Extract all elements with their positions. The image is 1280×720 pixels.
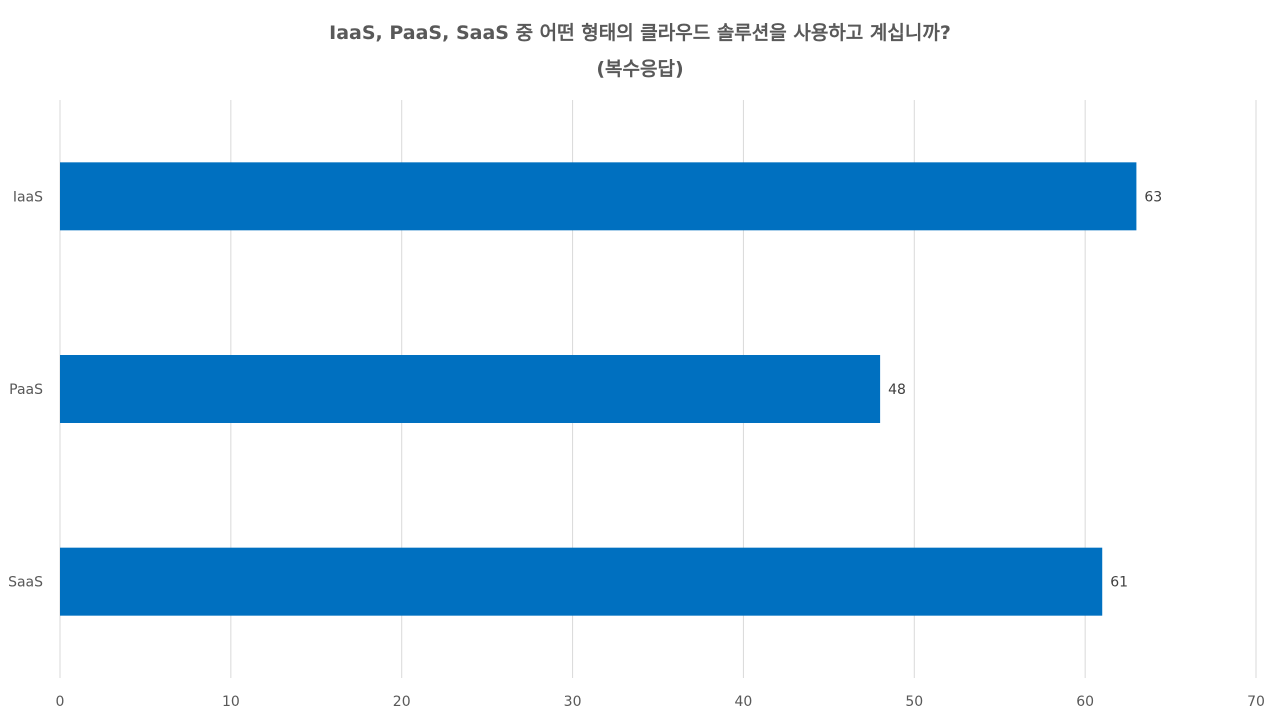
chart-title: IaaS, PaaS, SaaS 중 어떤 형태의 클라우드 솔루션을 사용하고…	[329, 22, 951, 44]
y-category-label: SaaS	[8, 575, 43, 591]
x-tick-label: 10	[222, 694, 240, 710]
y-category-label: PaaS	[9, 382, 43, 398]
x-tick-label: 0	[56, 694, 65, 710]
y-category-label: IaaS	[13, 189, 43, 205]
x-tick-label: 20	[393, 694, 411, 710]
data-label: 48	[888, 382, 906, 398]
chart-subtitle: (복수응답)	[596, 58, 684, 80]
x-tick-label: 40	[735, 694, 753, 710]
data-label: 63	[1144, 189, 1162, 205]
bar	[60, 162, 1137, 231]
bar	[60, 355, 881, 423]
x-tick-label: 30	[564, 694, 582, 710]
x-tick-label: 50	[905, 694, 923, 710]
x-tick-label: 70	[1247, 694, 1265, 710]
bar	[60, 547, 1103, 616]
data-label: 61	[1110, 575, 1128, 591]
x-tick-label: 60	[1076, 694, 1094, 710]
